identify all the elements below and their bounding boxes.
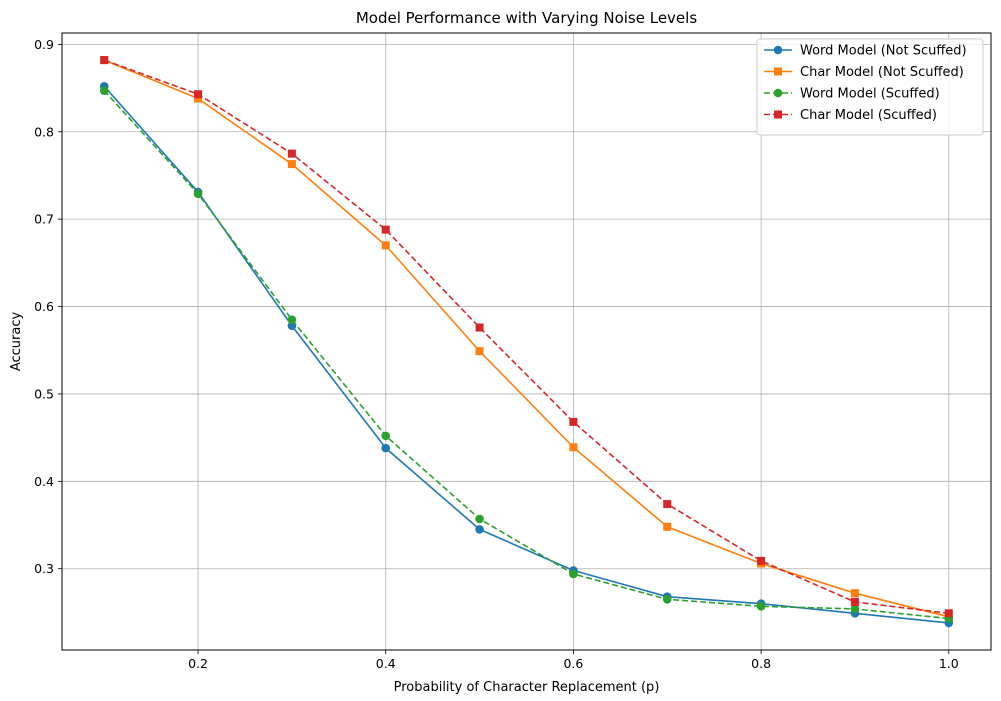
series-3 [99, 86, 954, 623]
legend-item: Char Model (Not Scuffed) [764, 65, 964, 80]
legend-label: Word Model (Not Scuffed) [800, 44, 967, 59]
legend-marker [773, 88, 783, 98]
data-point [756, 602, 766, 611]
series-line [103, 85, 949, 624]
data-point [944, 609, 953, 618]
series-4 [100, 56, 953, 618]
data-point [850, 597, 859, 606]
data-point [287, 315, 297, 324]
legend: Word Model (Not Scuffed) Char Model (Not … [756, 38, 984, 136]
x-tick-label: 0.2 [188, 656, 208, 671]
data-point [569, 417, 578, 426]
legend-item: Word Model (Not Scuffed) [764, 44, 967, 59]
data-point [850, 604, 860, 614]
plot-frame [61, 32, 992, 651]
data-point [569, 569, 578, 579]
y-axis-label: Accuracy [9, 312, 24, 372]
x-tick-label: 0.6 [563, 656, 583, 671]
data-point [99, 86, 109, 95]
y-tick-label: 0.8 [34, 124, 54, 139]
data-point [569, 443, 578, 452]
x-tick-label: 0.8 [751, 656, 771, 671]
legend-label: Word Model (Scuffed) [800, 87, 940, 102]
series-line [103, 59, 949, 618]
chart-title: Model Performance with Varying Noise Lev… [356, 9, 697, 27]
data-point [194, 90, 203, 99]
data-point [193, 189, 203, 199]
x-tick-label: 1.0 [939, 656, 959, 671]
data-point [287, 321, 297, 331]
legend-item: Word Model (Scuffed) [764, 87, 940, 102]
axis-ticks: 0.2 0.4 0.6 0.8 1.0 0.3 0.4 0.5 0.6 0.7 0.8 0.9 [34, 37, 959, 671]
series-layer [99, 56, 954, 628]
y-tick-label: 0.7 [34, 212, 54, 227]
x-tick-label: 0.4 [376, 656, 396, 671]
data-point [850, 589, 859, 598]
legend-label: Char Model (Not Scuffed) [800, 65, 964, 80]
data-point [757, 556, 766, 565]
data-point [381, 443, 391, 453]
y-tick-label: 0.6 [34, 299, 54, 314]
legend-box [756, 38, 984, 136]
data-point [381, 241, 390, 250]
data-point [381, 431, 391, 441]
y-tick-label: 0.5 [34, 386, 54, 401]
data-point [100, 56, 109, 65]
data-point [475, 347, 484, 356]
series-line [103, 59, 949, 615]
data-point [287, 160, 296, 169]
legend-label: Char Model (Scuffed) [800, 108, 937, 123]
series-line [103, 90, 949, 620]
data-point [663, 500, 672, 509]
x-axis-label: Probability of Character Replacement (p) [394, 680, 660, 695]
legend-item: Char Model (Scuffed) [764, 108, 937, 123]
data-point [475, 514, 484, 524]
data-point [194, 94, 203, 103]
y-tick-label: 0.3 [34, 561, 54, 576]
data-point [475, 323, 484, 332]
data-point [662, 595, 672, 604]
data-point [381, 225, 390, 234]
y-tick-label: 0.4 [34, 474, 54, 489]
y-tick-label: 0.9 [34, 37, 54, 52]
data-point [475, 525, 484, 534]
legend-marker [773, 45, 783, 55]
data-point [663, 522, 672, 531]
data-point [287, 149, 296, 158]
legend-marker [774, 67, 782, 76]
legend-marker [774, 110, 782, 119]
